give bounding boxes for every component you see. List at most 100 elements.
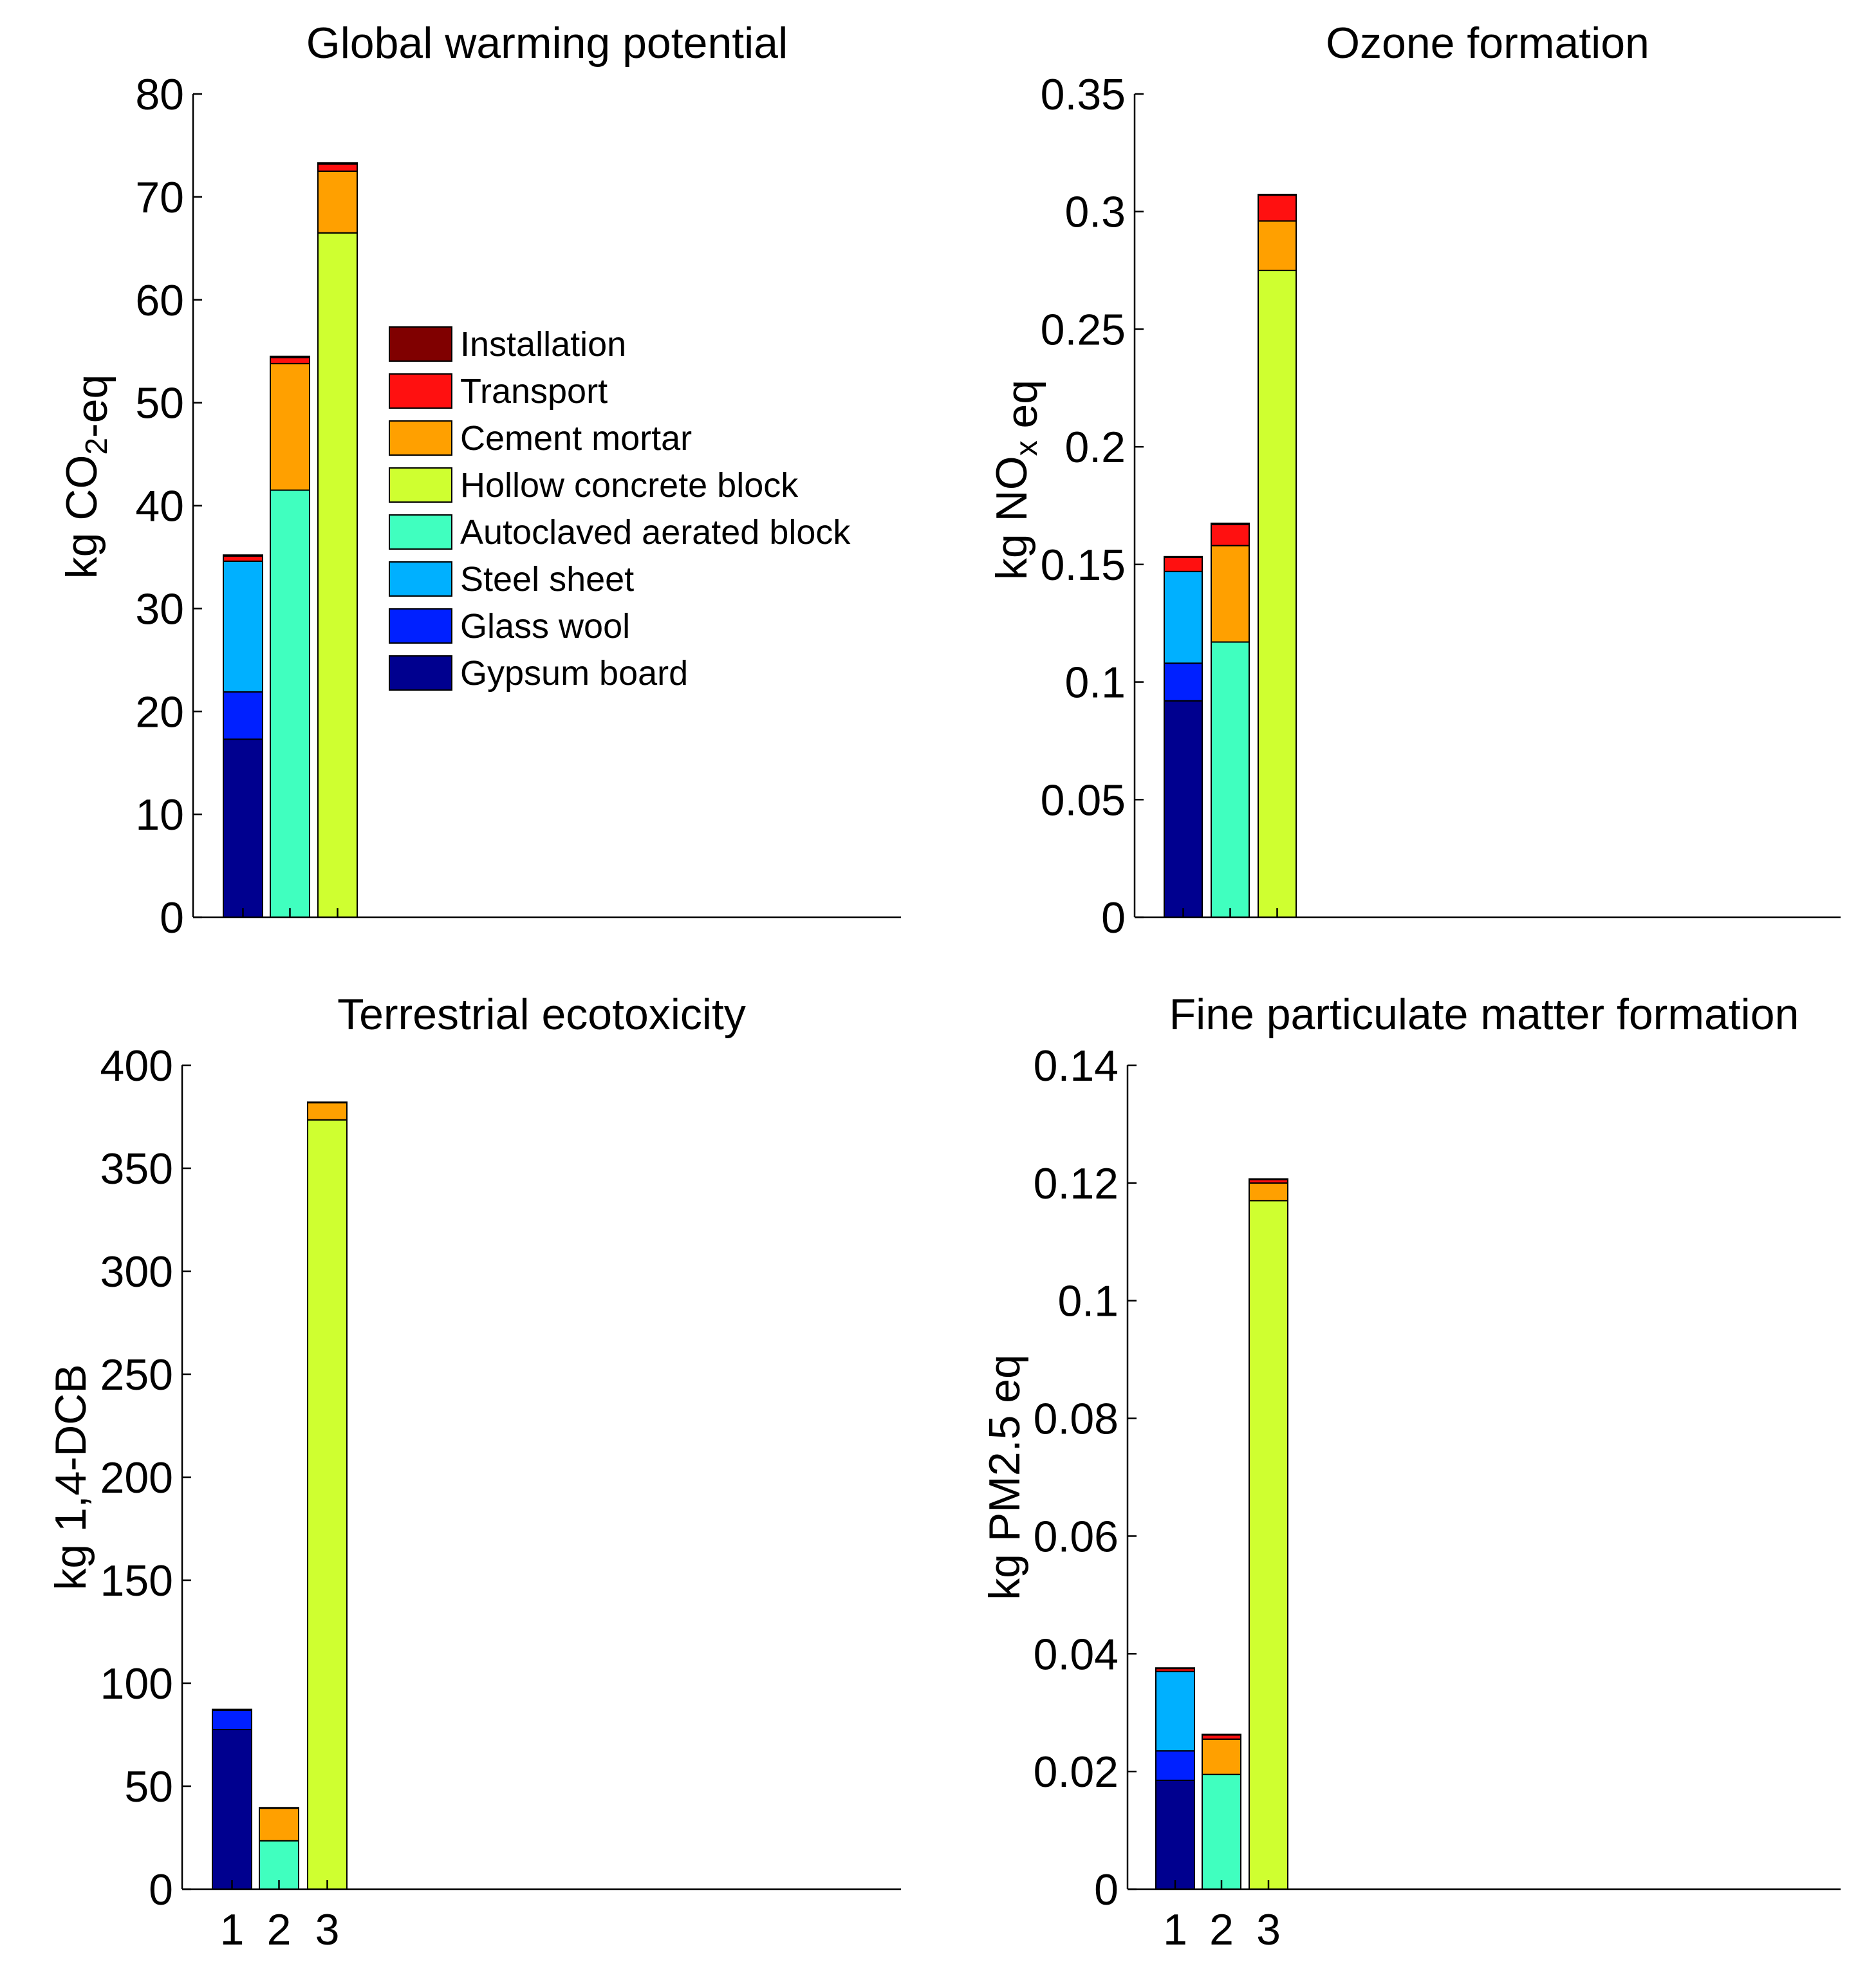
legend-label-installation: Installation	[460, 325, 626, 364]
y-tick-label: 80	[135, 70, 184, 119]
legend-swatch-installation	[389, 326, 452, 362]
bar-segment-1-transport	[1164, 556, 1203, 572]
bar-segment-2-installation	[270, 355, 310, 359]
bar-segment-2-autoclaved-aerated-block	[1211, 641, 1250, 918]
chart-panel-global-warming-potential: 0 10 20 30 40 50 60 70 80 Global warming potentia…	[57, 19, 901, 942]
legend-swatch-autoclaved-aerated-block	[389, 514, 452, 550]
bar-segment-3-cement-mortar	[1249, 1182, 1288, 1202]
y-tick-label: 400	[100, 1041, 173, 1090]
y-tick-label: 300	[100, 1247, 173, 1296]
chart-panel-terrestrial-ecotoxicity: 0 50 100 150 200 250 300 350 400 1 2 3 Terrestrial e…	[46, 990, 901, 1954]
bar-segment-2-transport	[259, 1807, 299, 1809]
y-tick-label: 150	[100, 1556, 173, 1605]
y-tick-label: 20	[135, 687, 184, 736]
bar-segment-2-installation	[1211, 522, 1250, 525]
y-tick-label: 30	[135, 584, 184, 633]
bar-segment-1-glass-wool	[1164, 662, 1203, 702]
legend: Installation Transport Cement mortar Hollow…	[389, 325, 851, 693]
chart-title: Fine particulate matter formation	[1169, 990, 1799, 1039]
bar-segment-1-steel-sheet	[1164, 570, 1203, 664]
y-tick-label: 0.3	[1064, 188, 1126, 237]
legend-label-steel-sheet: Steel sheet	[460, 560, 634, 599]
legend-swatch-gypsum-board	[389, 655, 452, 691]
bar-segment-1-transport	[223, 555, 263, 562]
bar-segment-1-glass-wool	[1155, 1750, 1195, 1781]
bar-segment-2-transport	[1211, 523, 1250, 546]
y-tick-label: 0.1	[1057, 1277, 1119, 1326]
chart-title: Global warming potential	[306, 19, 788, 68]
bar-segment-2-transport	[270, 357, 310, 364]
legend-label-gypsum-board: Gypsum board	[460, 654, 688, 693]
y-tick-label: 0.05	[1041, 776, 1126, 825]
bar-segment-1-glass-wool	[223, 691, 263, 740]
bar-segment-3-installation	[1258, 194, 1297, 196]
bar-segment-1-gypsum-board	[212, 1729, 252, 1890]
legend-label-cement-mortar: Cement mortar	[460, 419, 692, 458]
y-axis-label: kg CO2-eq	[57, 375, 116, 579]
y-tick-label: 0.02	[1034, 1748, 1119, 1796]
y-tick-label: 60	[135, 276, 184, 325]
bar-segment-1-glass-wool	[212, 1709, 252, 1731]
legend-label-transport: Transport	[460, 372, 608, 411]
legend-label-autoclaved-aerated-block: Autoclaved aerated block	[460, 513, 851, 552]
y-tick-label: 0.08	[1034, 1395, 1119, 1444]
bar-segment-1-installation	[223, 554, 263, 557]
bar-segment-3-hollow-concrete-block	[307, 1119, 348, 1890]
y-tick-label: 0.25	[1041, 305, 1126, 354]
bar-segment-1-steel-sheet	[223, 560, 263, 693]
bar-segment-1-steel-sheet	[1155, 1670, 1195, 1752]
y-tick-label: 0.15	[1041, 541, 1126, 590]
y-tick-label: 0	[1101, 893, 1126, 942]
bar-segment-3-transport	[1258, 194, 1297, 222]
bar-segment-3-cement-mortar	[307, 1101, 348, 1121]
y-tick-label: 0.1	[1064, 658, 1126, 707]
y-tick-label: 200	[100, 1453, 173, 1502]
chart-title: Terrestrial ecotoxicity	[337, 990, 746, 1039]
y-tick-label: 0	[160, 893, 184, 942]
y-tick-label: 0	[1094, 1865, 1119, 1914]
bar-segment-2-cement-mortar	[1202, 1738, 1241, 1775]
bar-segment-1-gypsum-board	[1164, 700, 1203, 918]
bar-segment-3-installation	[317, 162, 358, 165]
y-tick-label: 0.35	[1041, 70, 1126, 119]
y-tick-label: 0.06	[1034, 1512, 1119, 1561]
chart-panel-ozone-formation: 0 0.05 0.1 0.15 0.2 0.25 0.3 0.35 Ozone formatio…	[987, 19, 1841, 942]
bar-segment-3-transport	[307, 1101, 348, 1104]
legend-swatch-glass-wool	[389, 608, 452, 644]
legend-label-hollow-concrete-block: Hollow concrete block	[460, 466, 799, 505]
x-tick-label: 3	[315, 1905, 340, 1954]
x-tick-label: 2	[267, 1905, 292, 1954]
y-tick-label: 70	[135, 173, 184, 222]
bar-segment-3-cement-mortar	[317, 170, 358, 234]
bar-segment-2-cement-mortar	[259, 1807, 299, 1842]
y-tick-label: 0.14	[1034, 1041, 1119, 1090]
bar-segment-3-hollow-concrete-block	[1258, 270, 1297, 919]
x-tick-label: 1	[220, 1905, 245, 1954]
bar-segment-3-cement-mortar	[1258, 220, 1297, 272]
y-axis-label: kg 1,4-DCB	[46, 1364, 95, 1590]
bar-segment-3-hollow-concrete-block	[1249, 1200, 1288, 1890]
y-tick-label: 250	[100, 1350, 173, 1399]
y-tick-label: 350	[100, 1144, 173, 1193]
bar-segment-2-autoclaved-aerated-block	[1202, 1773, 1241, 1890]
legend-swatch-transport	[389, 373, 452, 409]
y-tick-label: 10	[135, 790, 184, 839]
legend-label-glass-wool: Glass wool	[460, 607, 630, 646]
y-axis-label: kg PM2.5 eq	[980, 1354, 1029, 1600]
y-tick-label: 100	[100, 1659, 173, 1708]
x-tick-label: 1	[1163, 1905, 1187, 1954]
y-tick-label: 0.2	[1064, 423, 1126, 472]
y-axis-label: kg NOx eq	[987, 380, 1046, 580]
legend-swatch-cement-mortar	[389, 420, 452, 456]
y-tick-label: 0	[149, 1865, 173, 1914]
y-tick-label: 0.04	[1034, 1630, 1119, 1679]
bar-segment-2-cement-mortar	[270, 362, 310, 491]
legend-swatch-hollow-concrete-block	[389, 467, 452, 503]
y-tick-label: 40	[135, 482, 184, 531]
bar-segment-3-transport	[317, 163, 358, 172]
bar-segment-1-gypsum-board	[1155, 1779, 1195, 1890]
chart-title: Ozone formation	[1326, 19, 1649, 68]
y-tick-label: 50	[124, 1762, 173, 1811]
y-tick-label: 50	[135, 379, 184, 428]
